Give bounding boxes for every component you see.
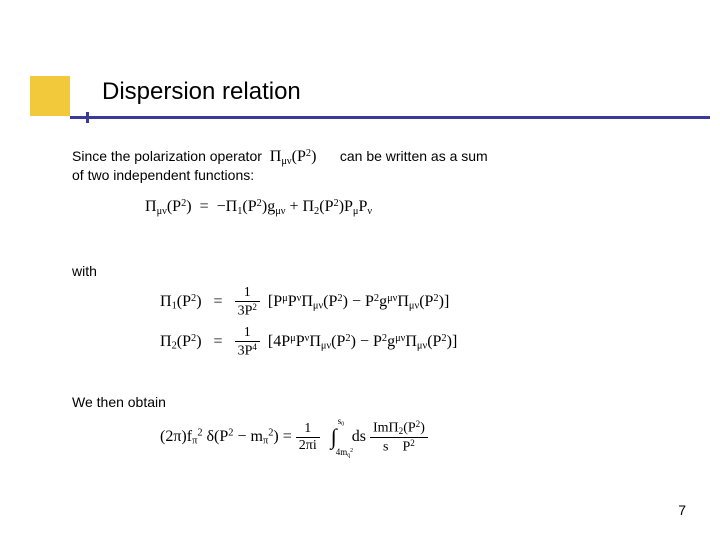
equation-pi2: Π2(P2) = 13P4 [4PμPνΠμν(P2) − P2gμνΠμν(P… bbox=[160, 326, 457, 359]
pi2-frac-num: 1 bbox=[235, 326, 260, 342]
final-frac2-den: s P2 bbox=[370, 438, 428, 455]
integral-symbol: ∫s04mq2 bbox=[324, 424, 344, 450]
intro-part2: can be written as a sum bbox=[340, 148, 488, 164]
equation-final: (2π)fπ2 δ(P2 − mπ2) = 12πi ∫s04mq2 ds Im… bbox=[160, 420, 428, 454]
final-frac2-num: ImΠ2(P2) bbox=[370, 420, 428, 438]
with-label: with bbox=[72, 263, 97, 279]
equation-pi1: Π1(P2) = 13P2 [PμPνΠμν(P2) − P2gμνΠμν(P2… bbox=[160, 286, 449, 319]
int-lower: 4mq2 bbox=[336, 447, 353, 458]
title-underline bbox=[70, 116, 710, 119]
equation-main: Πμν(P2) = −Π1(P2)gμν + Π2(P2)PμPν bbox=[145, 198, 372, 217]
intro-text: Since the polarization operator Πμν(P2) … bbox=[72, 148, 680, 183]
slide-title: Dispersion relation bbox=[102, 78, 301, 106]
ds: ds bbox=[352, 428, 366, 445]
intro-part1: Since the polarization operator bbox=[72, 148, 262, 164]
int-upper: s0 bbox=[338, 416, 344, 427]
title-accent-square bbox=[30, 76, 70, 116]
final-frac1-den: 2πi bbox=[296, 438, 320, 453]
intro-operator: Πμν(P2) bbox=[270, 148, 317, 167]
intro-line2: of two independent functions: bbox=[72, 167, 680, 183]
pi1-frac-num: 1 bbox=[235, 286, 260, 302]
page-number: 7 bbox=[678, 502, 686, 518]
pi2-frac-den: 3P4 bbox=[235, 342, 260, 359]
pi1-frac-den: 3P2 bbox=[235, 302, 260, 319]
obtain-label: We then obtain bbox=[72, 394, 166, 410]
final-frac1-num: 1 bbox=[296, 422, 320, 438]
